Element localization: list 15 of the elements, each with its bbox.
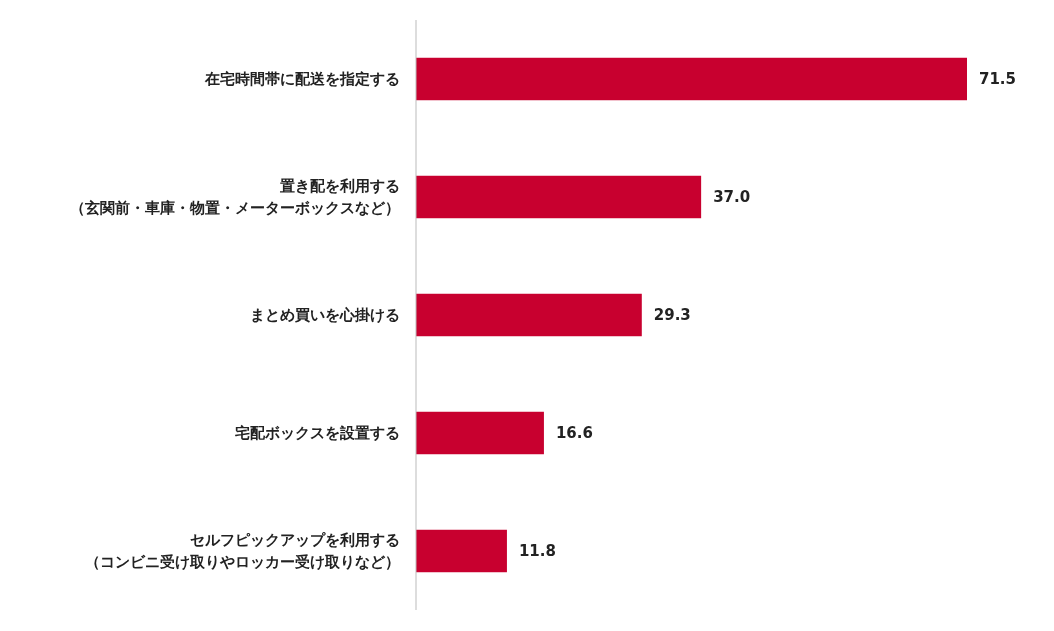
- bar: [416, 293, 642, 337]
- y-tick-label: まとめ買いを心掛ける: [250, 306, 400, 324]
- y-tick-label: 在宅時間帯に配送を指定する: [204, 70, 400, 88]
- data-label: 16.6: [555, 424, 593, 442]
- data-label: 11.8: [518, 542, 556, 560]
- y-tick-label: 置き配を利用する（玄関前・車庫・物置・メーターボックスなど）: [70, 177, 400, 217]
- bar: [416, 411, 544, 455]
- bar: [416, 175, 702, 219]
- data-label: 29.3: [653, 306, 691, 324]
- bar: [416, 57, 967, 101]
- data-label: 71.5: [979, 70, 1017, 88]
- bar: [416, 529, 507, 573]
- y-tick-label: 宅配ボックスを設置する: [235, 424, 400, 442]
- y-tick-label: セルフピックアップを利用する（コンビニ受け取りやロッカー受け取りなど）: [85, 531, 400, 571]
- data-label: 37.0: [713, 188, 751, 206]
